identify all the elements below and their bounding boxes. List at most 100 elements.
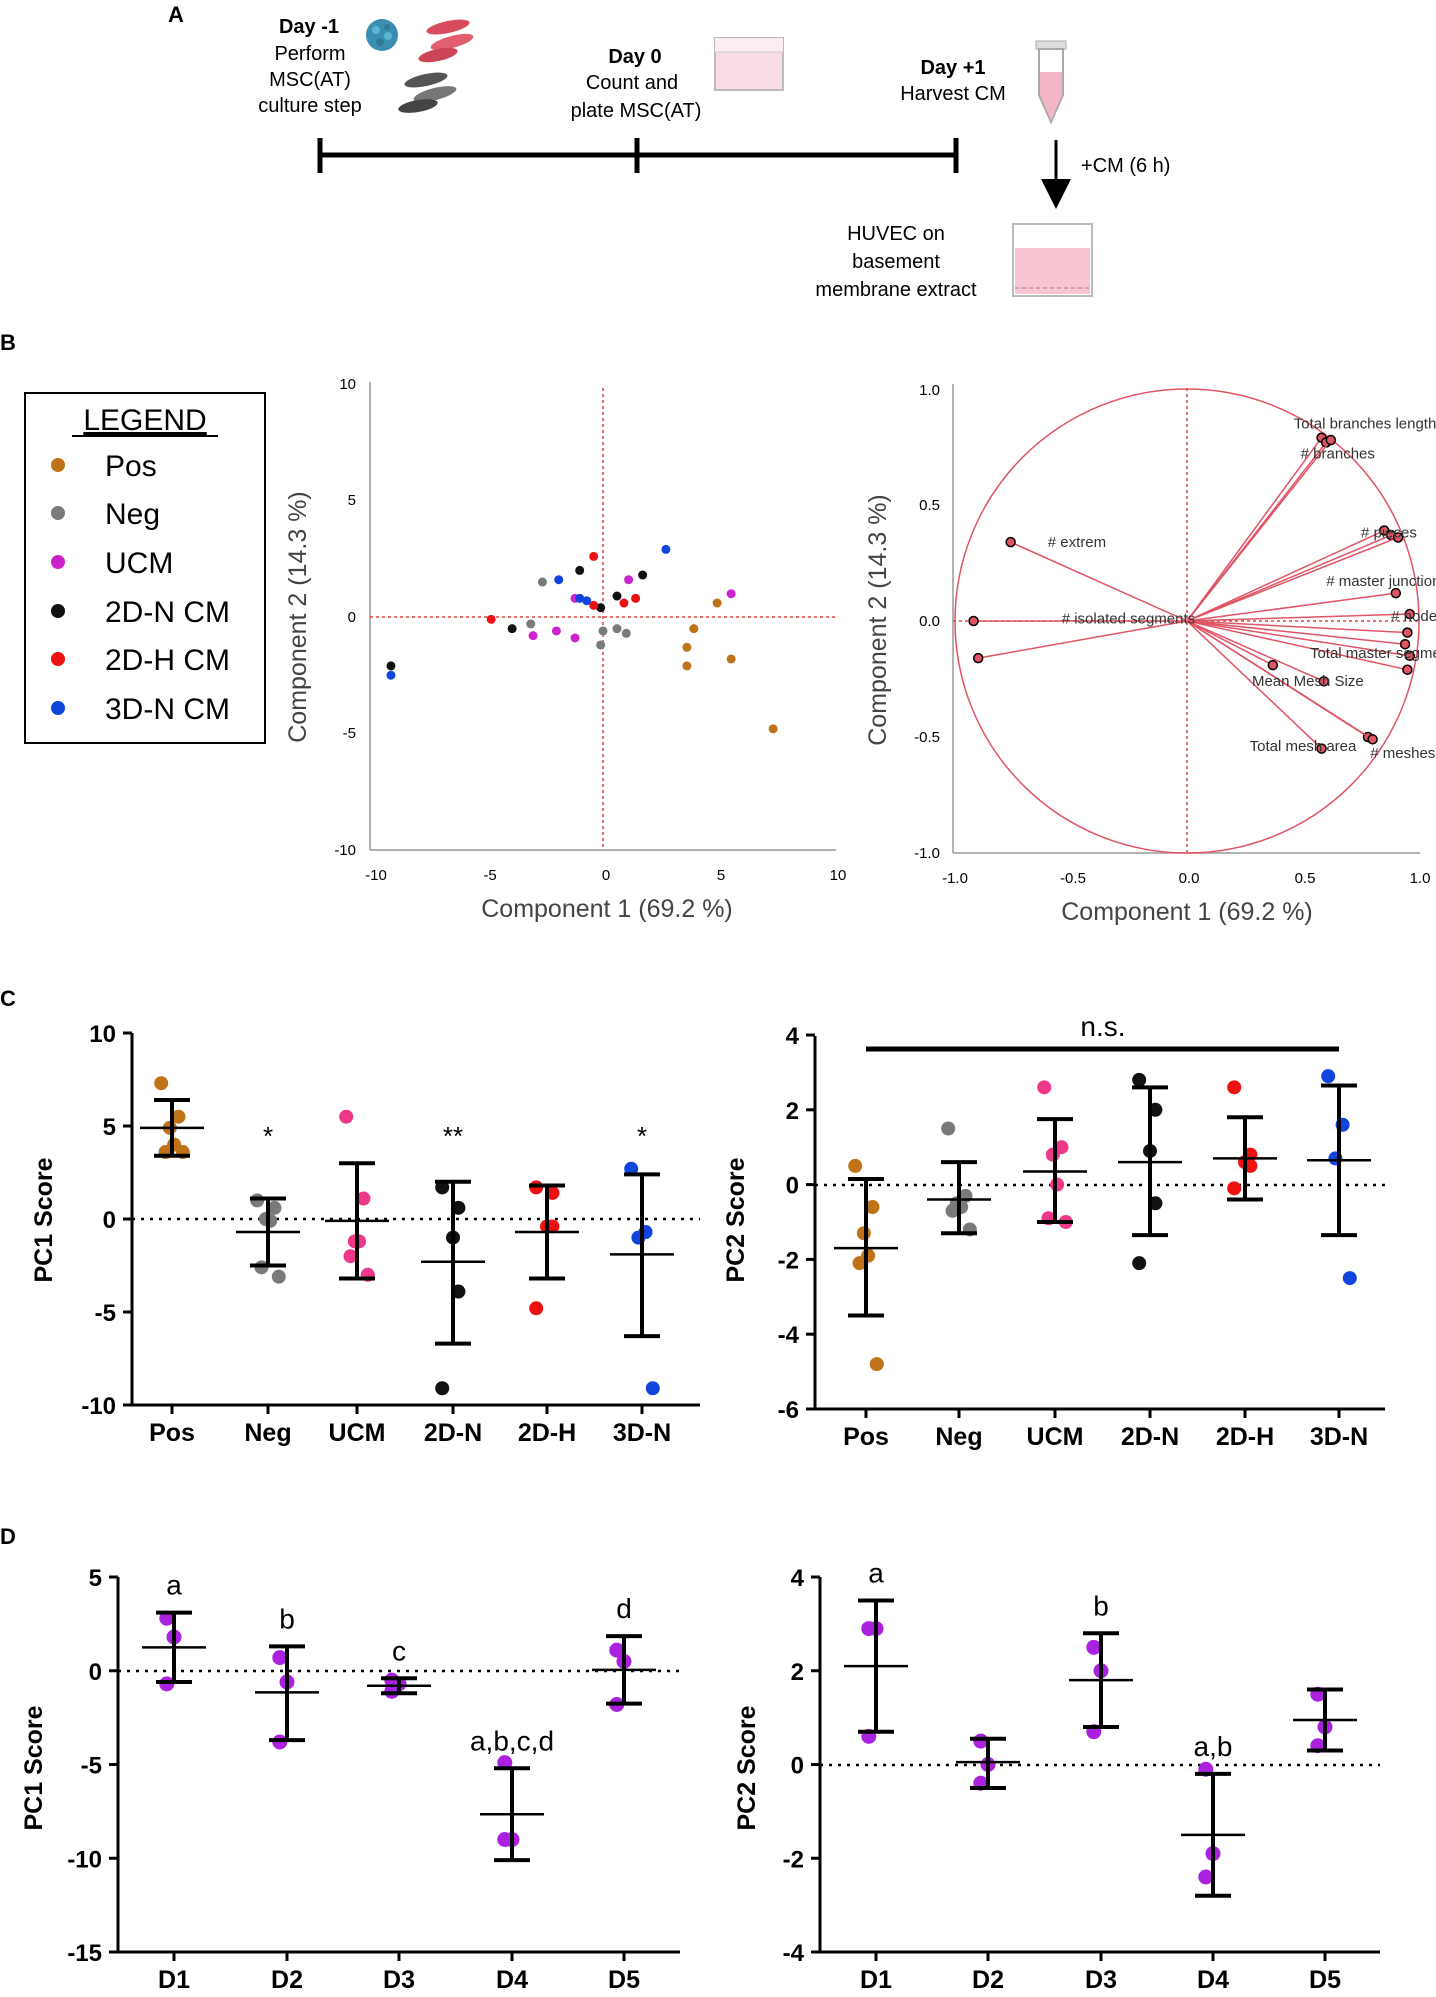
- y-tick-label-10: -10: [81, 1393, 116, 1420]
- point-ucm-3: [352, 1234, 367, 1249]
- loading-label-pieces: # pieces: [1361, 524, 1417, 541]
- score-point-2d-h-cm-4: [589, 600, 599, 610]
- loading-vector-14: [1186, 620, 1408, 671]
- score-x-tick-m10: -10: [365, 867, 387, 884]
- point-ucm-0: [339, 1109, 354, 1124]
- loading-label-isolated-segments: # isolated segments: [1062, 610, 1195, 627]
- point-3d-n-3: [645, 1381, 660, 1396]
- loading-vector-tip-3: [1378, 525, 1390, 536]
- c-right-y-label: PC2 Score: [722, 1157, 750, 1282]
- y-tick-label-5: 5: [103, 1114, 116, 1141]
- x-tick-label-d5: D5: [608, 1966, 640, 1994]
- y-tick-label-2: 2: [791, 1659, 804, 1686]
- cm-arrow-label: +CM (6 h): [1081, 155, 1170, 177]
- y-tick-label-15: -15: [67, 1940, 102, 1967]
- x-tick-label-d2: D2: [972, 1966, 1004, 1994]
- panel-a: A Day -1 Perform MSC(AT) culture step: [168, 2, 1170, 301]
- legend-label-neg: Neg: [105, 498, 160, 531]
- loading-vector-6: [1010, 541, 1188, 622]
- score-y-tick-5: 5: [348, 492, 356, 509]
- y-tick-label-2: -2: [783, 1846, 804, 1873]
- loading-vector-3: [1186, 529, 1385, 622]
- legend-label-ucm: UCM: [105, 547, 173, 580]
- loading-vector-17: [1186, 620, 1323, 750]
- flask-illustration: [714, 37, 784, 91]
- significance-letter-d5: d: [616, 1593, 632, 1624]
- point-3d-n-3: [1342, 1271, 1357, 1286]
- score-y-tick-m5: -5: [343, 725, 356, 742]
- score-x-tick-5: 5: [717, 867, 725, 884]
- score-point-3d-n-cm-2: [582, 596, 592, 606]
- legend-box: [24, 392, 266, 744]
- loading-vector-tip-19: [1367, 734, 1378, 745]
- y-tick-label-4: 4: [786, 1023, 800, 1050]
- x-tick-label-3d-n: 3D-N: [613, 1419, 671, 1447]
- loading-vector-tip-6: [1005, 536, 1016, 548]
- point-d2-0: [272, 1650, 288, 1666]
- point-3d-n-0: [624, 1161, 639, 1176]
- c-left-groups: * ** *: [140, 1076, 674, 1396]
- loading-y-tick-m05: -0.5: [914, 729, 940, 746]
- loading-y-tick-05: 0.5: [919, 497, 940, 514]
- x-tick-label-ucm: UCM: [329, 1419, 386, 1447]
- score-point-pos-0: [712, 598, 722, 608]
- loading-x-label: Component 1 (69.2 %): [1061, 898, 1313, 926]
- loading-label-total-branches-length: Total branches length: [1294, 415, 1436, 432]
- x-tick-label-ucm: UCM: [1027, 1423, 1084, 1451]
- day-0-line-2: plate MSC(AT): [571, 100, 702, 122]
- score-point-ucm-4: [551, 626, 561, 636]
- point-2d-h-0: [1227, 1080, 1242, 1095]
- legend: LEGEND Pos Neg UCM 2D-N CM 2D-H CM: [24, 392, 266, 744]
- score-point-2d-n-cm-4: [507, 624, 517, 634]
- score-point-2d-h-cm-3: [486, 614, 496, 624]
- loading-vector-tip-9: [1390, 587, 1402, 599]
- point-2d-n-4: [435, 1381, 450, 1396]
- significance-star-neg: *: [263, 1121, 273, 1151]
- loading-vector-8: [978, 620, 1188, 659]
- point-2d-h-4: [529, 1301, 544, 1316]
- score-point-pos-2: [682, 642, 692, 652]
- loading-vector-19: [1186, 620, 1374, 740]
- score-point-2d-n-cm-1: [638, 570, 648, 580]
- spheroid-illustration: [366, 19, 398, 51]
- score-x-label: Component 1 (69.2 %): [481, 895, 733, 923]
- pca-score-plot: 10 5 0 -5 -10 -10 -5 0 5 10 Component 1 …: [284, 376, 846, 923]
- point-d4-2: [1198, 1869, 1214, 1885]
- y-tick-label-10: -10: [67, 1846, 102, 1873]
- x-tick-label-pos: Pos: [843, 1423, 889, 1451]
- panel-c-label: C: [0, 986, 16, 1011]
- c-right-ticks: 4 2 0 -2 -4 -6 Pos Neg UCM 2D-N 2D-H 3D-N: [778, 1023, 1369, 1451]
- loading-label-extrem: # extrem: [1048, 534, 1106, 551]
- loading-vector-2: [1186, 439, 1332, 622]
- score-point-3d-n-cm-3: [575, 593, 585, 603]
- day-m1-title: Day -1: [279, 16, 339, 38]
- panel-b: B LEGEND Pos Neg UCM 2D-N CM: [0, 330, 1436, 926]
- day-m1-line-1: Perform: [274, 43, 345, 65]
- ns-label: n.s.: [1080, 1011, 1125, 1042]
- pca-loading-plot: 1.0 0.5 0.0 -0.5 -1.0 -1.0 -0.5 0.0 0.5 …: [864, 382, 1436, 926]
- y-tick-label-5: 5: [89, 1565, 102, 1592]
- y-tick-label-4: 4: [791, 1565, 805, 1592]
- point-ucm-3: [1050, 1177, 1065, 1192]
- significance-letter-d3: c: [392, 1635, 406, 1666]
- y-tick-label-4: -4: [778, 1322, 800, 1349]
- c-left-ticks: 10 5 0 -5 -10 Pos Neg UCM 2D-N 2D-H 3D-N: [81, 1021, 671, 1447]
- y-tick-label-0: 0: [89, 1659, 102, 1686]
- x-tick-label-pos: Pos: [149, 1419, 195, 1447]
- score-x-tick-m5: -5: [483, 867, 496, 884]
- day-1-line-1: Harvest CM: [900, 83, 1006, 105]
- d-right-ticks: 4 2 0 -2 -4 D1 D2 D3 D4 D5: [783, 1565, 1341, 1994]
- legend-marker-2d-h: [51, 652, 65, 666]
- point-d5-0: [609, 1642, 625, 1658]
- y-tick-label-0: 0: [791, 1753, 804, 1780]
- loading-y-label: Component 2 (14.3 %): [864, 494, 892, 746]
- d-left-ticks: 5 0 -5 -10 -15 D1 D2 D3 D4 D5: [67, 1565, 640, 1994]
- y-tick-label-2: 2: [786, 1098, 799, 1125]
- day-0-title: Day 0: [608, 46, 661, 68]
- point-neg-1: [267, 1200, 282, 1215]
- score-point-pos-5: [768, 724, 778, 734]
- point-neg-0: [941, 1121, 956, 1136]
- pc2-score-by-group-chart: PC2 Score n.s. 4 2 0 -2 -4 -6 Pos Neg UCM 2D-N 2D-…: [722, 1011, 1385, 1451]
- legend-marker-3d-n: [51, 701, 65, 715]
- point-3d-n-0: [1321, 1069, 1336, 1084]
